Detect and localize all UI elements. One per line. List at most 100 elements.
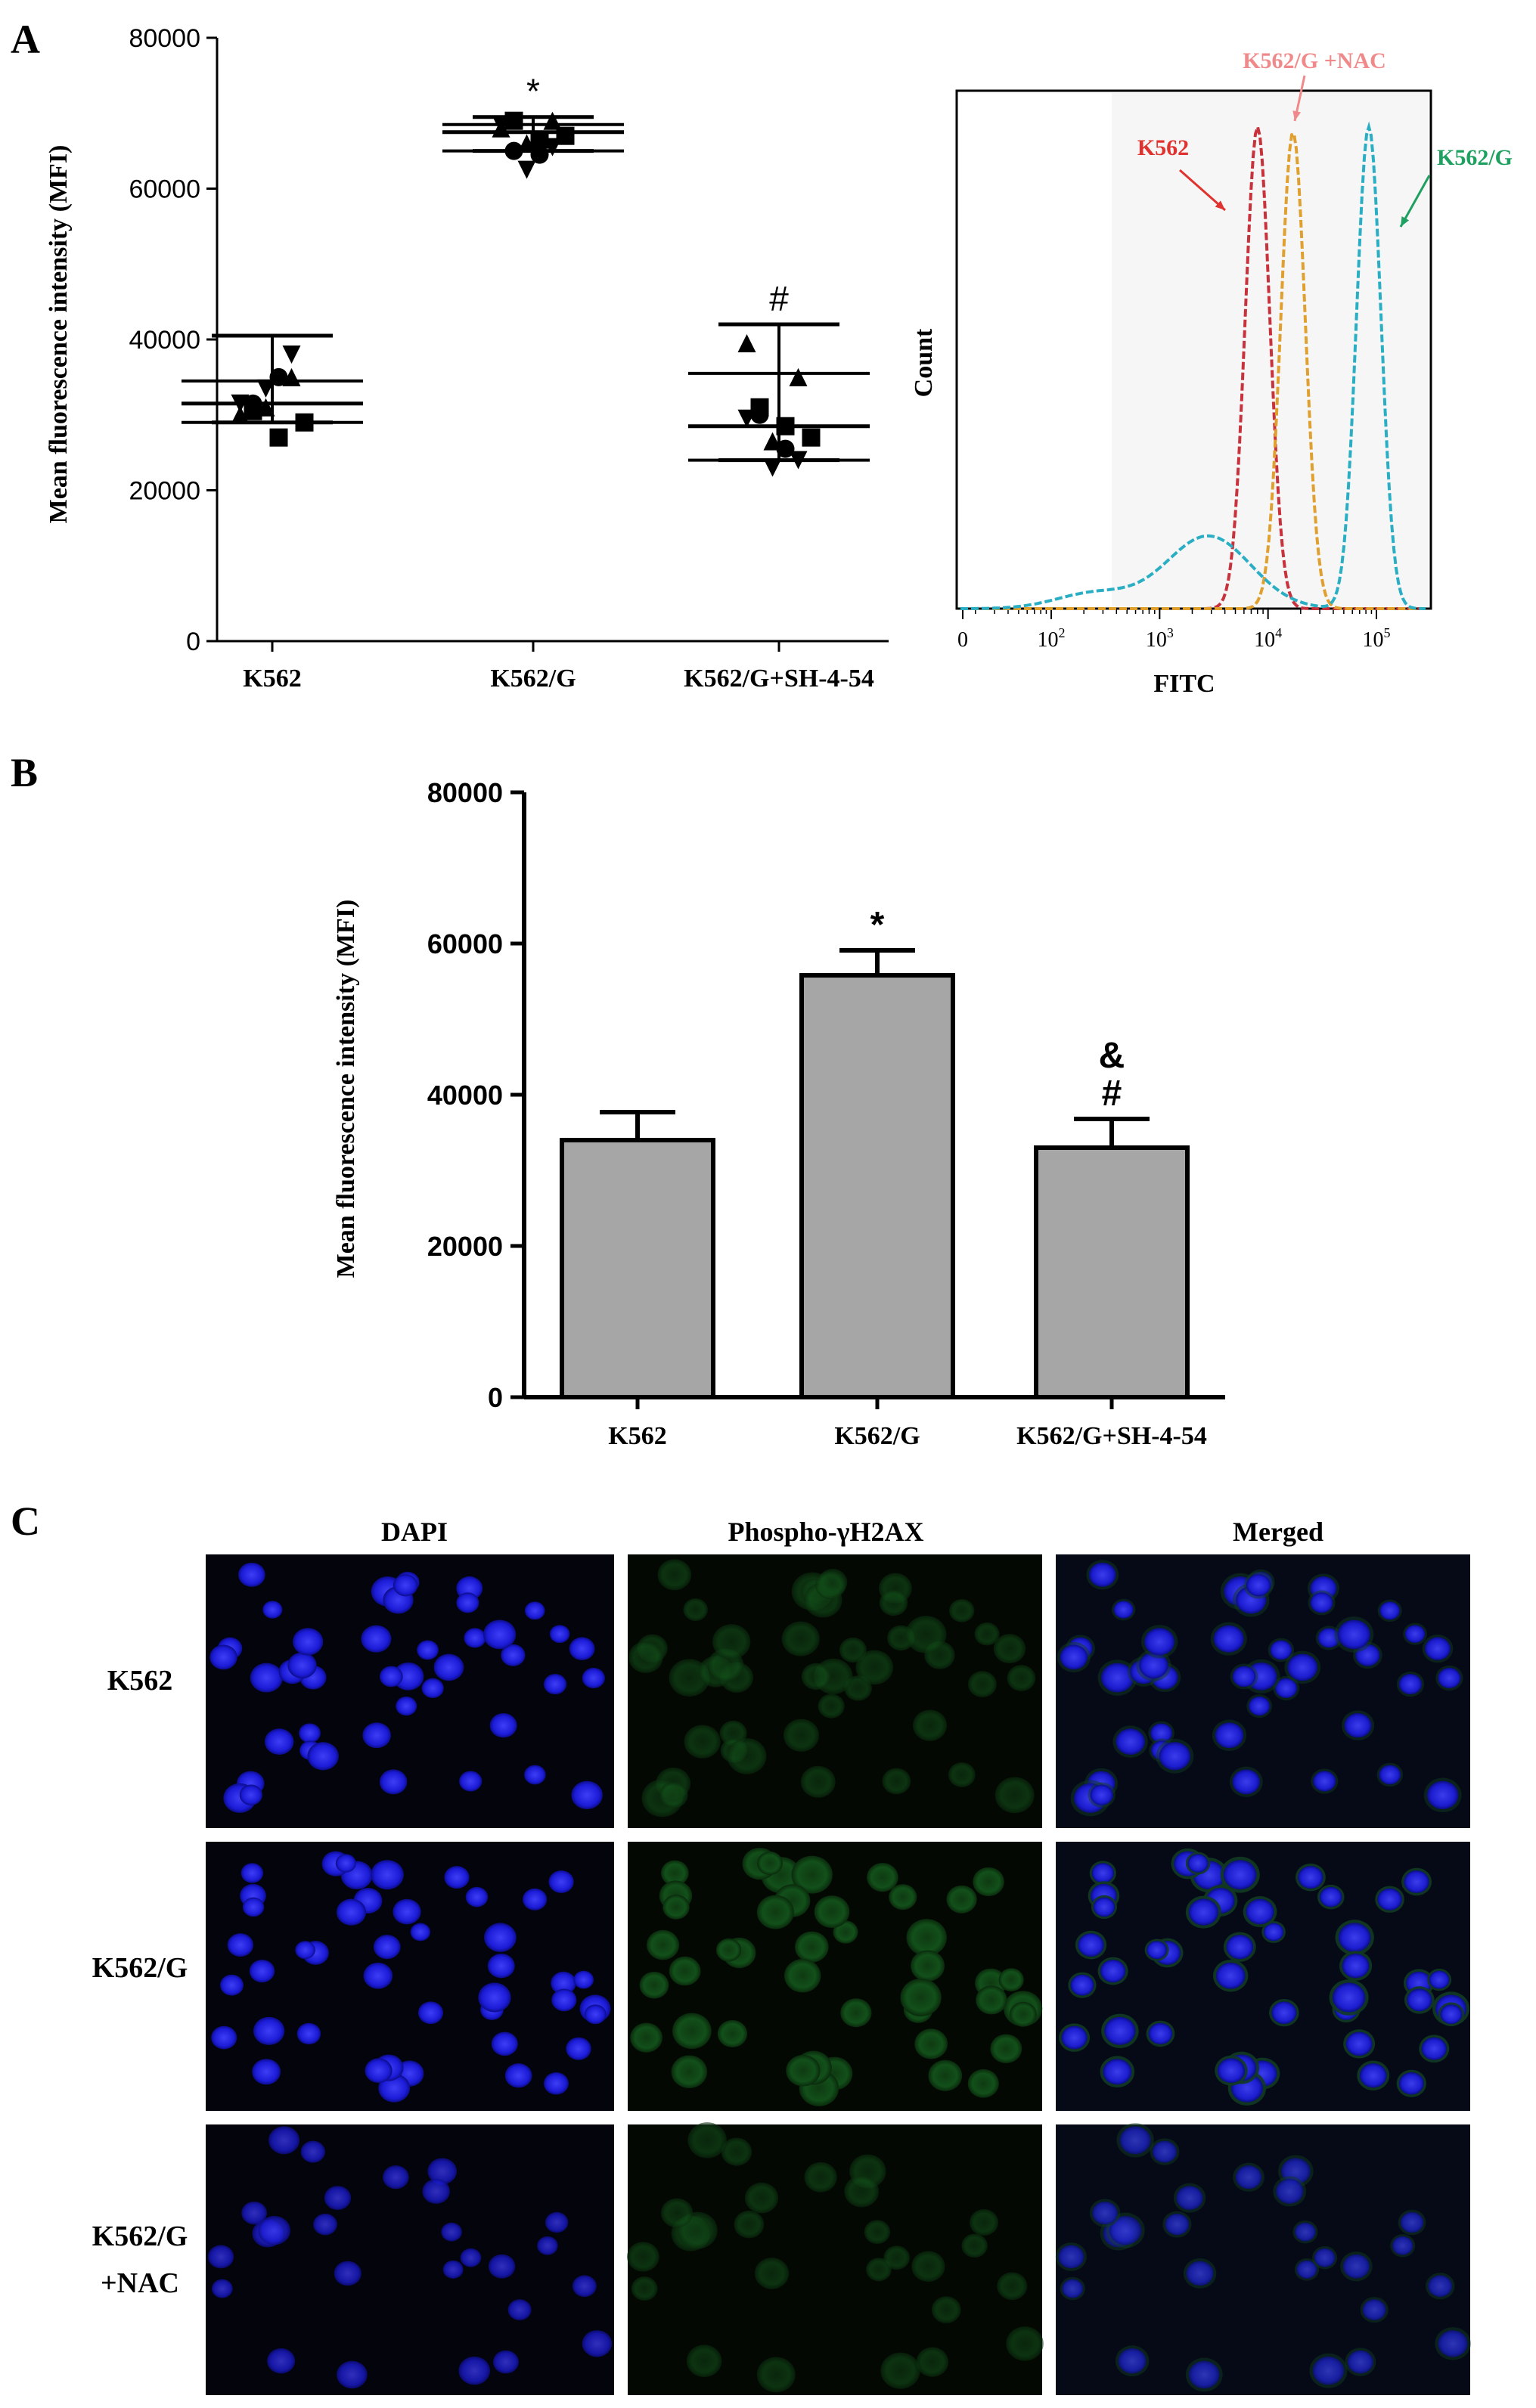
nucleus xyxy=(1148,2022,1173,2045)
nucleus xyxy=(1317,1628,1340,1648)
stained-cell xyxy=(840,1998,872,2028)
nucleus xyxy=(1088,1562,1116,1587)
nucleus xyxy=(1392,2236,1413,2255)
nucleus xyxy=(523,1888,548,1911)
stained-cell xyxy=(744,2182,779,2214)
scatter-point xyxy=(492,119,510,138)
nucleus xyxy=(1298,1866,1323,1889)
scatter-y-tick-label: 60000 xyxy=(129,175,200,204)
scatter-point xyxy=(517,160,536,179)
nucleus xyxy=(1062,2279,1084,2298)
stained-cell xyxy=(974,1622,1000,1646)
nucleus xyxy=(465,1886,489,1907)
stained-cell xyxy=(647,1929,680,1960)
nucleus xyxy=(373,1935,401,1960)
nucleus xyxy=(1438,2330,1468,2357)
nucleus xyxy=(1215,1722,1244,1749)
scatter-point xyxy=(295,413,314,432)
nucleus xyxy=(1426,1780,1459,1810)
nucleus xyxy=(1359,2063,1387,2088)
nucleus xyxy=(569,1637,595,1660)
stained-cell xyxy=(968,1671,997,1697)
stained-cell xyxy=(839,1637,867,1663)
stained-cell xyxy=(889,1884,917,1911)
nucleus xyxy=(421,1678,444,1699)
nucleus xyxy=(492,2350,519,2374)
column-label-dapi: DAPI xyxy=(381,1517,448,1547)
stained-cell xyxy=(671,2055,708,2089)
stained-cell xyxy=(783,1718,820,1752)
stained-cell xyxy=(864,2220,891,2245)
stained-cell xyxy=(669,1956,701,1986)
nucleus xyxy=(379,1666,403,1687)
stained-cell xyxy=(662,1895,690,1920)
nucleus xyxy=(1187,1854,1209,1873)
nucleus xyxy=(383,2165,409,2190)
bar-significance-mark: * xyxy=(870,905,885,945)
nucleus xyxy=(1296,2260,1317,2279)
nucleus xyxy=(1347,2350,1373,2374)
scatter-category-label: K562 xyxy=(243,665,301,693)
stained-cell xyxy=(906,1919,947,1957)
stained-cell xyxy=(914,2028,948,2059)
nucleus xyxy=(1104,2016,1136,2045)
scatter-point xyxy=(789,451,808,470)
stained-cell xyxy=(715,1938,742,1962)
scatter-point xyxy=(269,428,288,447)
panel-label-b: B xyxy=(11,750,38,795)
scatter-plot-a: Mean fluorescence intensity (MFI) 0 20000… xyxy=(45,24,889,693)
stained-cell xyxy=(928,2059,963,2091)
column-label-phospho-h2ax: Phospho-γH2AX xyxy=(728,1517,924,1547)
stained-cell xyxy=(660,2198,694,2228)
bar xyxy=(799,973,955,1399)
stained-cell xyxy=(931,2296,961,2323)
scatter-y-tick-label: 80000 xyxy=(129,24,200,53)
nucleus xyxy=(252,2059,281,2085)
stained-cell xyxy=(631,2276,658,2301)
nucleus xyxy=(239,1784,262,1805)
nucleus xyxy=(1379,1765,1401,1785)
nucleus xyxy=(1103,2059,1132,2085)
scatter-point xyxy=(256,379,275,398)
nucleus xyxy=(258,2215,291,2245)
nucleus xyxy=(572,2275,597,2298)
nucleus xyxy=(459,1771,483,1792)
scatter-point xyxy=(789,367,808,386)
scatter-significance-mark: # xyxy=(769,279,789,318)
nucleus xyxy=(1100,1959,1126,1983)
nucleus xyxy=(393,1574,418,1597)
nucleus xyxy=(1249,1696,1271,1716)
histogram-series-label: K562 xyxy=(1137,135,1189,160)
scatter-point xyxy=(504,141,523,160)
nucleus xyxy=(393,1898,421,1925)
nucleus xyxy=(1342,1953,1370,1979)
nucleus xyxy=(444,1866,470,1889)
histogram-curve xyxy=(960,121,1426,610)
nucleus xyxy=(548,1870,574,1893)
nucleus xyxy=(1109,2215,1142,2245)
nucleus xyxy=(1377,1888,1402,1911)
nucleus xyxy=(1144,1628,1175,1656)
nucleus xyxy=(336,1898,367,1926)
nucleus xyxy=(584,2004,607,2025)
scatter-y-tick-label: 40000 xyxy=(129,326,200,355)
stained-cell xyxy=(659,1781,688,1808)
micrograph-grid: DAPI Phospho-γH2AX Merged K562 K562/G K562… xyxy=(92,1517,1471,2395)
stained-cell xyxy=(754,2258,790,2289)
nucleus xyxy=(300,2140,326,2163)
nucleus xyxy=(573,1970,594,1989)
stained-cell xyxy=(946,1885,977,1914)
histogram-arrow-head xyxy=(1401,216,1410,227)
nucleus xyxy=(1223,1860,1257,1890)
stained-cell xyxy=(721,2137,752,2166)
nucleus xyxy=(1271,2001,1297,2025)
nucleus xyxy=(335,1854,356,1873)
stained-cell xyxy=(756,2357,796,2393)
nucleus xyxy=(543,1673,567,1695)
nucleus xyxy=(543,2072,569,2095)
nucleus xyxy=(1116,1728,1145,1755)
bar-significance-mark: # xyxy=(1102,1074,1122,1114)
nucleus xyxy=(1407,1988,1432,2012)
nucleus xyxy=(1275,1678,1298,1699)
nucleus xyxy=(1313,1771,1336,1792)
